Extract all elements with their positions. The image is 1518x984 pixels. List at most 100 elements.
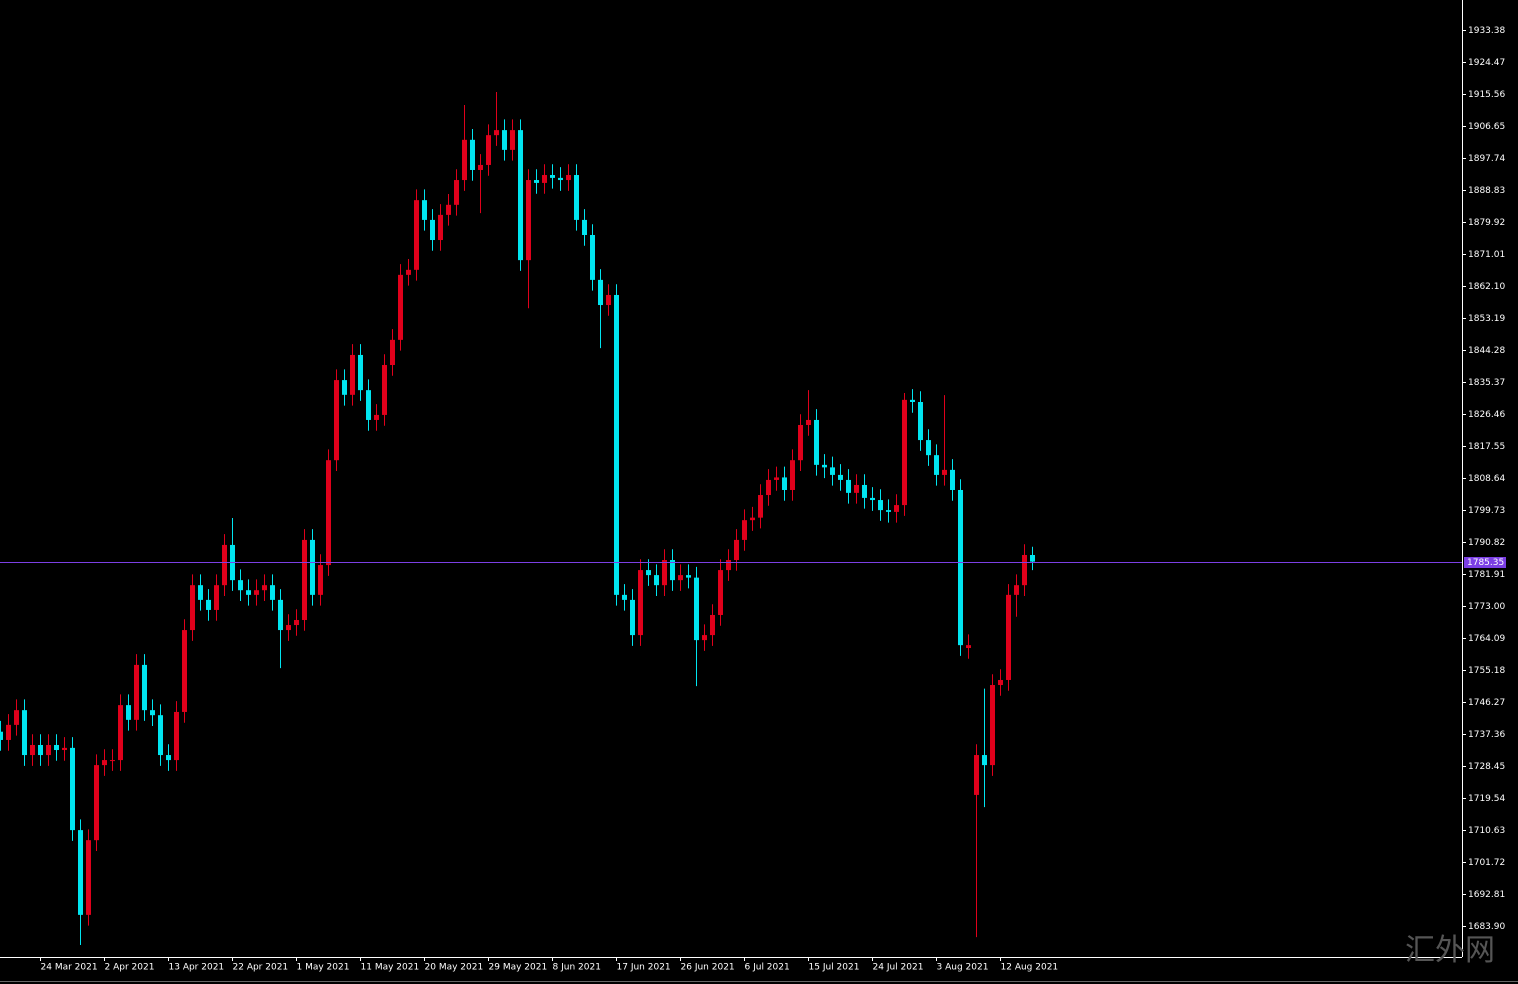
- candle-body: [54, 744, 59, 751]
- candle-body: [270, 585, 275, 600]
- y-tick-label: 1844.28: [1468, 346, 1505, 356]
- candle-body: [950, 469, 955, 490]
- candle-body: [718, 570, 723, 615]
- candle-body: [558, 177, 563, 181]
- candle-body: [118, 705, 123, 761]
- y-tick-label: 1906.65: [1468, 122, 1505, 132]
- candle-body: [910, 399, 915, 403]
- candle-body: [766, 479, 771, 496]
- candle-body: [990, 685, 995, 766]
- candle-body: [726, 560, 731, 571]
- candle-body: [30, 744, 35, 756]
- candle-body: [438, 214, 443, 241]
- candle-body: [494, 130, 499, 136]
- candle-body: [398, 274, 403, 340]
- candle-body: [678, 575, 683, 581]
- candle-body: [838, 474, 843, 480]
- candle-body: [206, 599, 211, 610]
- x-tick-label: 20 May 2021: [425, 963, 484, 973]
- candle-body: [638, 570, 643, 636]
- candle-body: [958, 489, 963, 646]
- candle-body: [318, 565, 323, 595]
- y-tick-label: 1897.74: [1468, 154, 1505, 164]
- x-tick-label: 8 Jun 2021: [553, 963, 601, 973]
- candle-body: [854, 484, 859, 493]
- candle-body: [806, 419, 811, 425]
- y-tick-label: 1728.45: [1468, 762, 1505, 772]
- y-tick-label: 1701.72: [1468, 858, 1505, 868]
- candle-body: [182, 630, 187, 712]
- y-tick-label: 1933.38: [1468, 26, 1505, 36]
- candle-body: [798, 424, 803, 461]
- y-tick-label: 1781.91: [1468, 570, 1505, 580]
- candle-body: [822, 464, 827, 468]
- candle-body: [926, 440, 931, 456]
- candle-body: [190, 585, 195, 631]
- x-tick-label: 15 Jul 2021: [809, 963, 860, 973]
- candle-body: [134, 664, 139, 720]
- candle-body: [38, 744, 43, 756]
- candle-body: [870, 497, 875, 501]
- candle-body: [590, 234, 595, 280]
- y-tick-label: 1826.46: [1468, 410, 1505, 420]
- candle-body: [942, 469, 947, 475]
- candle-body: [422, 200, 427, 220]
- candle-body: [902, 399, 907, 506]
- x-tick-label: 24 Mar 2021: [41, 963, 98, 973]
- candle-body: [1014, 585, 1019, 595]
- candle-body: [382, 365, 387, 415]
- candle-body: [358, 354, 363, 391]
- candle-body: [782, 477, 787, 490]
- candle-body: [454, 180, 459, 205]
- candle-body: [310, 539, 315, 595]
- candle-body: [534, 180, 539, 183]
- x-tick-label: 2 Apr 2021: [105, 963, 155, 973]
- candle-body: [238, 580, 243, 591]
- candle-body: [214, 585, 219, 610]
- x-tick-label: 24 Jul 2021: [873, 963, 924, 973]
- candle-body: [1022, 554, 1027, 586]
- y-tick-label: 1888.83: [1468, 186, 1505, 196]
- candle-body: [878, 500, 883, 511]
- candle-body: [286, 625, 291, 631]
- candle-body: [462, 139, 467, 181]
- candle-body: [22, 710, 27, 756]
- y-tick-label: 1799.73: [1468, 506, 1505, 516]
- plot-area: [0, 92, 1035, 946]
- candle-body: [862, 484, 867, 498]
- candle-body: [334, 380, 339, 461]
- y-tick-label: 1746.27: [1468, 698, 1505, 708]
- candle-body: [366, 390, 371, 420]
- candle-body: [222, 544, 227, 586]
- y-tick-label: 1710.63: [1468, 826, 1505, 836]
- x-tick-label: 17 Jun 2021: [617, 963, 671, 973]
- x-tick-label: 22 Apr 2021: [233, 963, 289, 973]
- candle-body: [814, 419, 819, 465]
- candle-body: [830, 467, 835, 475]
- candle-body: [1006, 594, 1011, 680]
- candle-body: [606, 294, 611, 306]
- y-tick-label: 1790.82: [1468, 538, 1505, 548]
- candle-body: [326, 460, 331, 566]
- candle-body: [966, 645, 971, 649]
- candle-body: [430, 219, 435, 241]
- candle-body: [998, 679, 1003, 686]
- candle-body: [198, 585, 203, 600]
- candle-body: [686, 575, 691, 578]
- candle-body: [918, 402, 923, 441]
- candle-body: [550, 175, 555, 178]
- candle-body: [166, 755, 171, 761]
- candle-body: [1030, 554, 1035, 562]
- y-tick-label: 1764.09: [1468, 634, 1505, 644]
- y-tick-label: 1924.47: [1468, 58, 1505, 68]
- candle-body: [262, 585, 267, 591]
- candle-body: [774, 477, 779, 480]
- candle-body: [414, 200, 419, 270]
- candle-body: [526, 180, 531, 261]
- candle-body: [302, 539, 307, 621]
- candle-body: [886, 510, 891, 512]
- y-tick-label: 1773.00: [1468, 602, 1505, 612]
- candle-body: [78, 830, 83, 915]
- y-tick-label: 1915.56: [1468, 90, 1505, 100]
